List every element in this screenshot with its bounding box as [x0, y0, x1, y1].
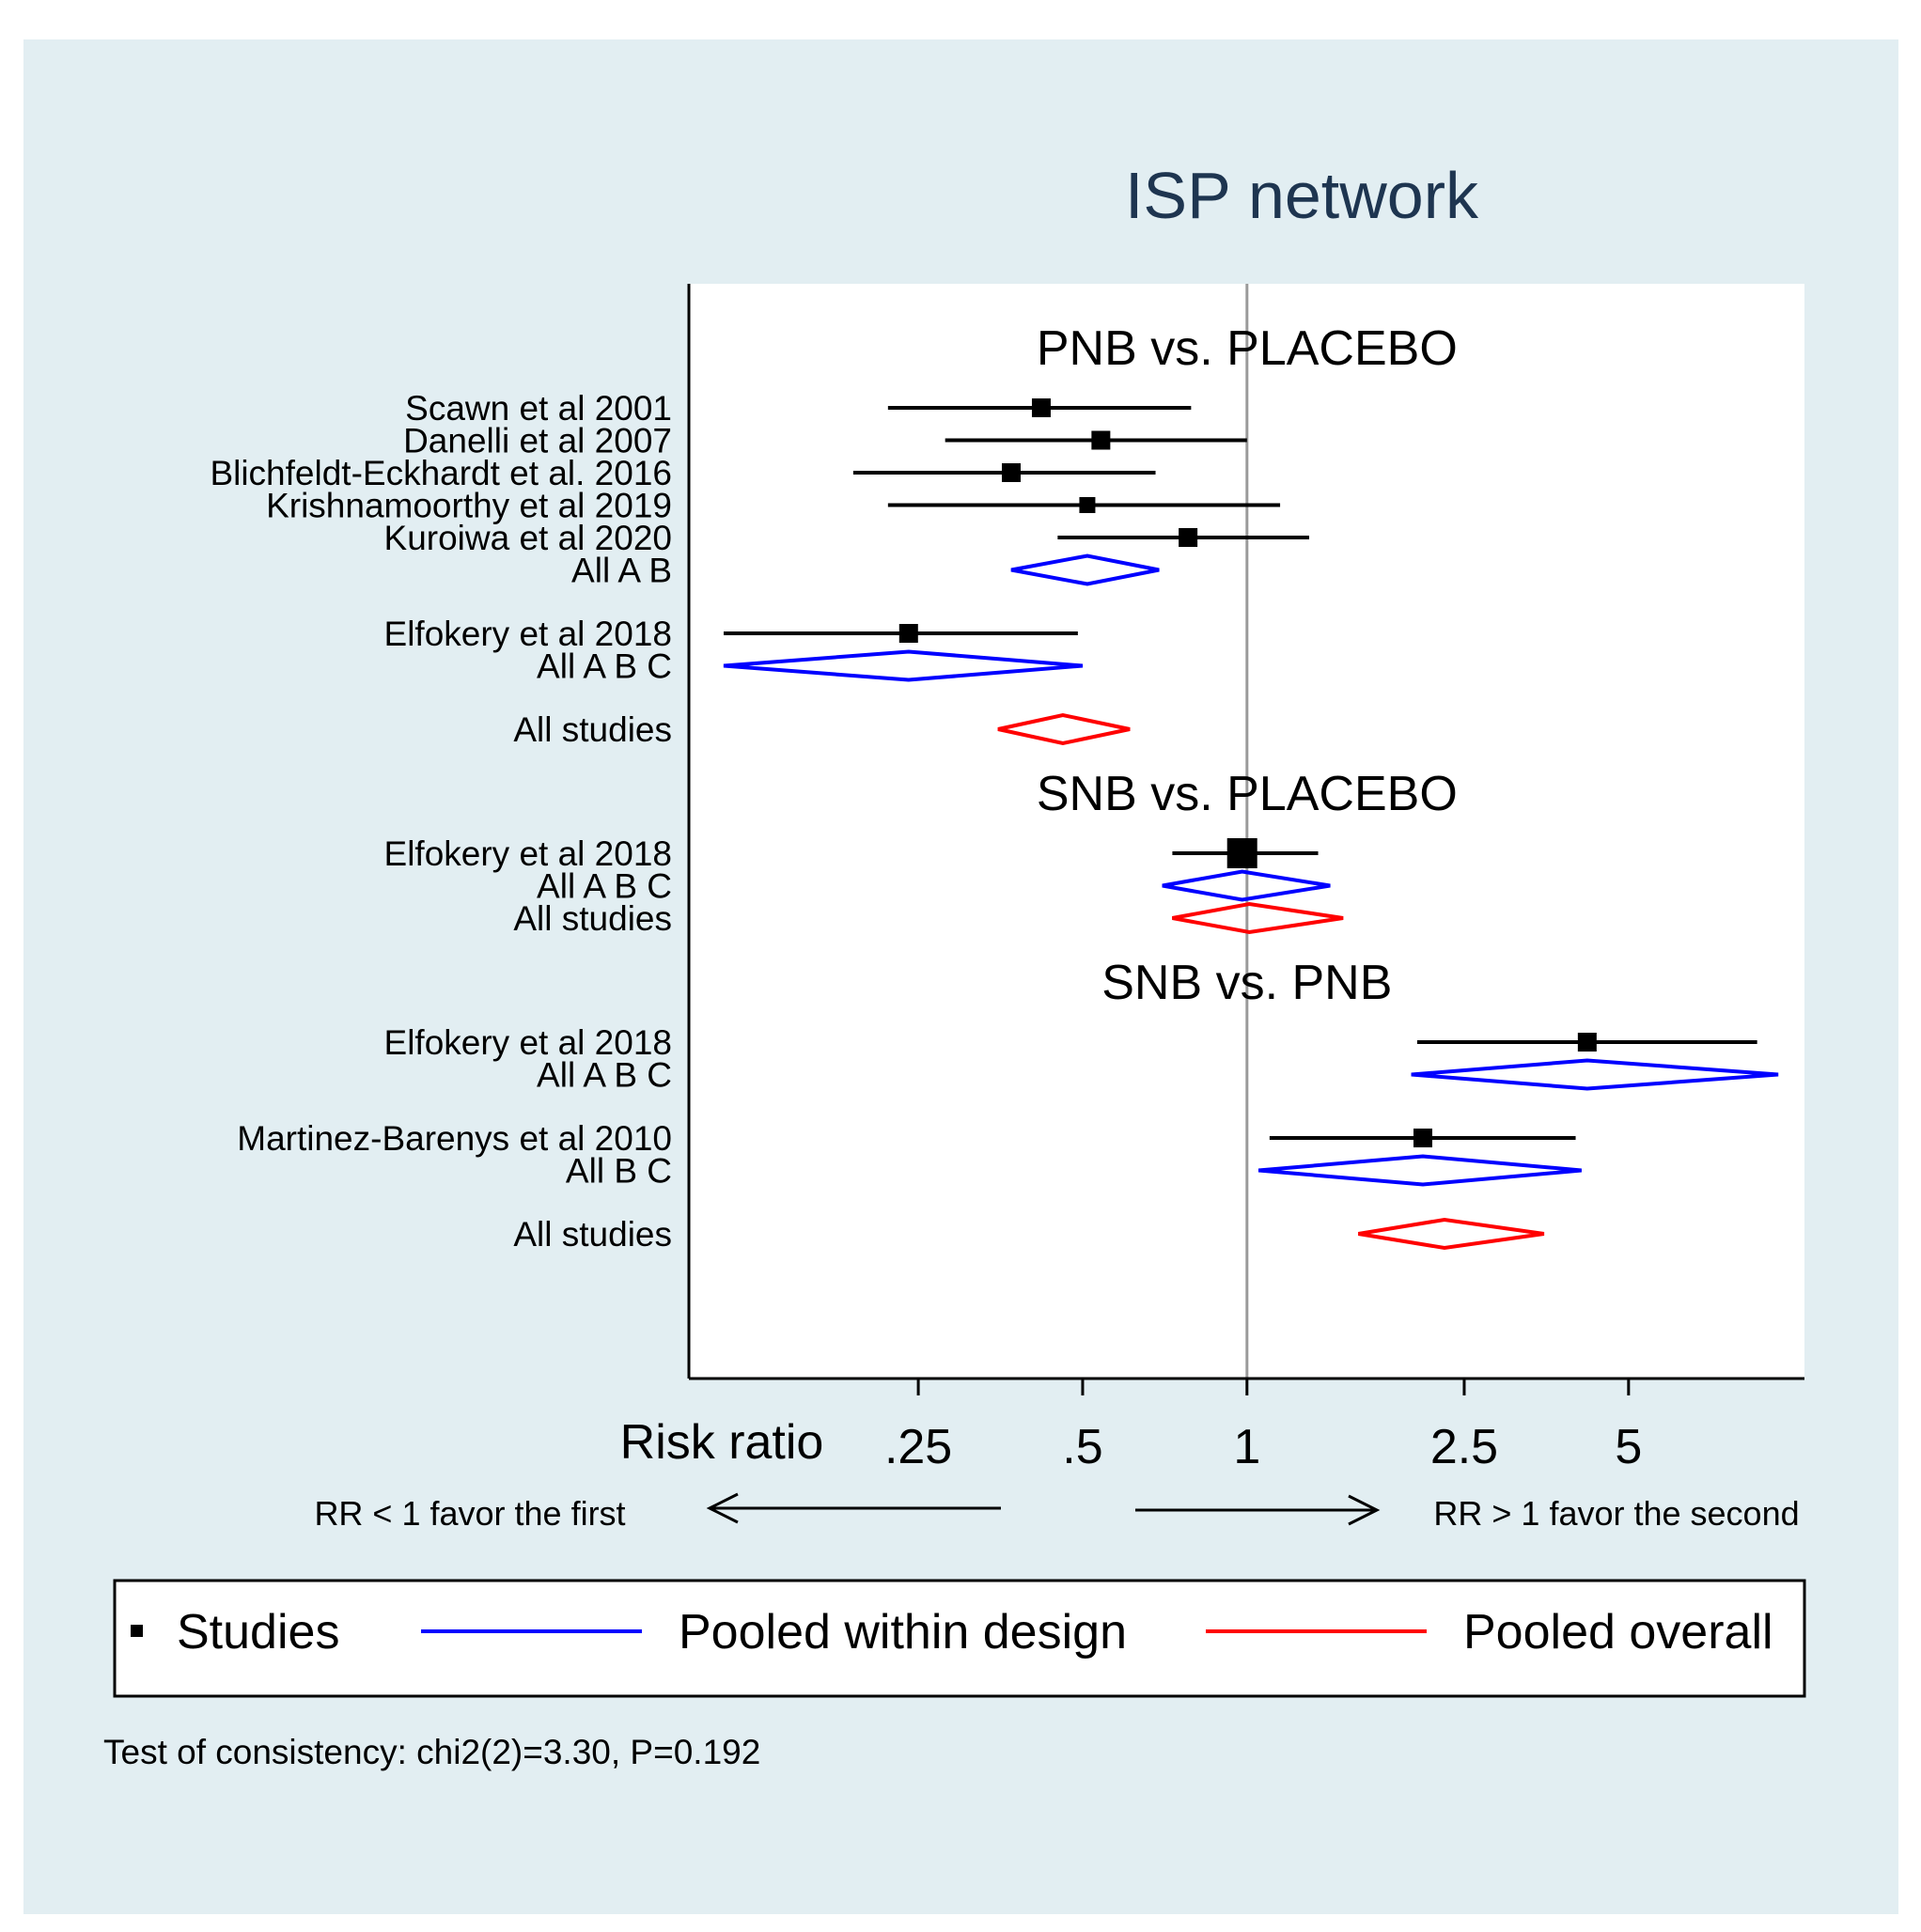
legend-study-marker	[131, 1625, 143, 1637]
pooled-design-diamond	[1010, 553, 1160, 586]
row-label: All A B C	[537, 647, 672, 686]
study-point-marker	[1079, 497, 1096, 513]
row-label: Scawn et al 2001	[405, 389, 672, 428]
row-label: Elfokery et al 2018	[384, 1023, 672, 1062]
row-label: All A B C	[537, 1056, 672, 1095]
study-point-marker	[1577, 1033, 1597, 1052]
row-label: Elfokery et al 2018	[384, 615, 672, 653]
panel-title-pnb-vs-placebo: PNB vs. PLACEBO	[1037, 321, 1458, 376]
legend-pooled-overall-label: Pooled overall	[1463, 1605, 1773, 1659]
panel-title-snb-vs-pnb: SNB vs. PNB	[1101, 956, 1392, 1010]
pooled-overall-diamond	[1358, 1217, 1545, 1251]
row-label: Danelli et al 2007	[403, 422, 672, 460]
study-point-marker	[1226, 838, 1257, 868]
arrow-left	[706, 1492, 1001, 1524]
row-label: All studies	[513, 1215, 672, 1254]
x-tick-label: 2.5	[1430, 1420, 1498, 1474]
row-label: All A B C	[537, 867, 672, 906]
row-label: Elfokery et al 2018	[384, 834, 672, 873]
row-label: Krishnamoorthy et al 2019	[266, 487, 672, 525]
row-label: All B C	[566, 1152, 672, 1191]
row-label: All A B	[571, 552, 672, 590]
study-point-marker	[1001, 463, 1021, 482]
row-label: Martinez-Barenys et al 2010	[237, 1119, 672, 1158]
x-tick-label: 1	[1233, 1420, 1260, 1474]
study-point-marker	[1091, 430, 1111, 450]
direction-right-label: RR > 1 favor the second	[1433, 1494, 1799, 1533]
study-point-marker	[1413, 1129, 1432, 1147]
study-point-marker	[1179, 528, 1198, 547]
legend-studies-label: Studies	[177, 1605, 339, 1659]
pooled-design-diamond	[723, 649, 1084, 682]
pooled-design-diamond	[1162, 869, 1331, 902]
legend-box	[113, 1579, 1806, 1698]
row-label: Blichfeldt-Eckhardt et al. 2016	[210, 454, 672, 492]
x-tick-label: .5	[1062, 1420, 1102, 1474]
row-label: Kuroiwa et al 2020	[384, 519, 672, 557]
pooled-overall-diamond	[1172, 901, 1344, 935]
direction-left-label: RR < 1 favor the first	[314, 1494, 625, 1533]
chart-title: ISP network	[1125, 159, 1479, 232]
arrow-right	[1135, 1494, 1381, 1526]
pooled-overall-diamond	[997, 712, 1131, 746]
x-axis-label: Risk ratio	[620, 1415, 824, 1470]
x-tick-label: .25	[884, 1420, 952, 1474]
row-label: All studies	[513, 899, 672, 938]
study-point-marker	[898, 624, 918, 643]
row-label: All studies	[513, 710, 672, 749]
pooled-design-diamond	[1257, 1154, 1582, 1187]
legend-pooled-design-label: Pooled within design	[679, 1605, 1127, 1659]
consistency-footnote: Test of consistency: chi2(2)=3.30, P=0.1…	[103, 1733, 760, 1771]
x-tick-label: 5	[1615, 1420, 1642, 1474]
pooled-design-diamond	[1411, 1058, 1779, 1091]
panel-title-snb-vs-placebo: SNB vs. PLACEBO	[1037, 767, 1458, 821]
study-point-marker	[1031, 398, 1051, 417]
